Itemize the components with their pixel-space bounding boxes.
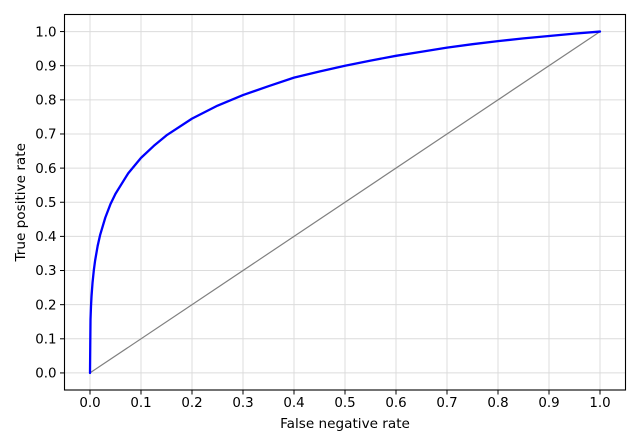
y-tick-label: 0.9 [35, 59, 56, 74]
y-tick-labels: 0.0 0.1 0.2 0.3 0.4 0.5 0.6 0.7 0.8 0.9 1.0 [35, 25, 56, 381]
chance-diagonal-line [89, 31, 601, 374]
x-tick-label: 0.4 [283, 396, 304, 411]
x-tick-label: 0.8 [487, 396, 508, 411]
grid-lines [64, 14, 626, 390]
x-tick-label: 0.6 [385, 396, 406, 411]
y-tick-label: 0.7 [35, 128, 56, 143]
y-tick-label: 0.6 [35, 162, 56, 177]
y-tick-label: 0.3 [35, 264, 56, 279]
x-tick-label: 0.0 [79, 396, 100, 411]
y-tick-label: 0.0 [35, 367, 56, 382]
y-axis-label: True positive rate [13, 143, 29, 262]
y-tick-label: 0.1 [35, 332, 56, 347]
x-tick-label: 1.0 [589, 396, 610, 411]
y-tick-label: 0.8 [35, 94, 56, 109]
x-tick-label: 0.7 [436, 396, 457, 411]
x-tick-label: 0.3 [232, 396, 253, 411]
x-tick-label: 0.2 [181, 396, 202, 411]
roc-curve-line [88, 30, 602, 375]
y-tick-label: 1.0 [35, 25, 56, 40]
x-tick-label: 0.5 [334, 396, 355, 411]
x-axis-label: False negative rate [280, 416, 410, 432]
x-tick-label: 0.1 [130, 396, 151, 411]
x-tick-labels: 0.0 0.1 0.2 0.3 0.4 0.5 0.6 0.7 0.8 0.9 1.0 [79, 396, 610, 411]
y-tick-label: 0.4 [35, 230, 56, 245]
tick-marks [60, 31, 601, 395]
y-tick-label: 0.2 [35, 298, 56, 313]
x-tick-label: 0.9 [538, 396, 559, 411]
y-tick-label: 0.5 [35, 196, 56, 211]
